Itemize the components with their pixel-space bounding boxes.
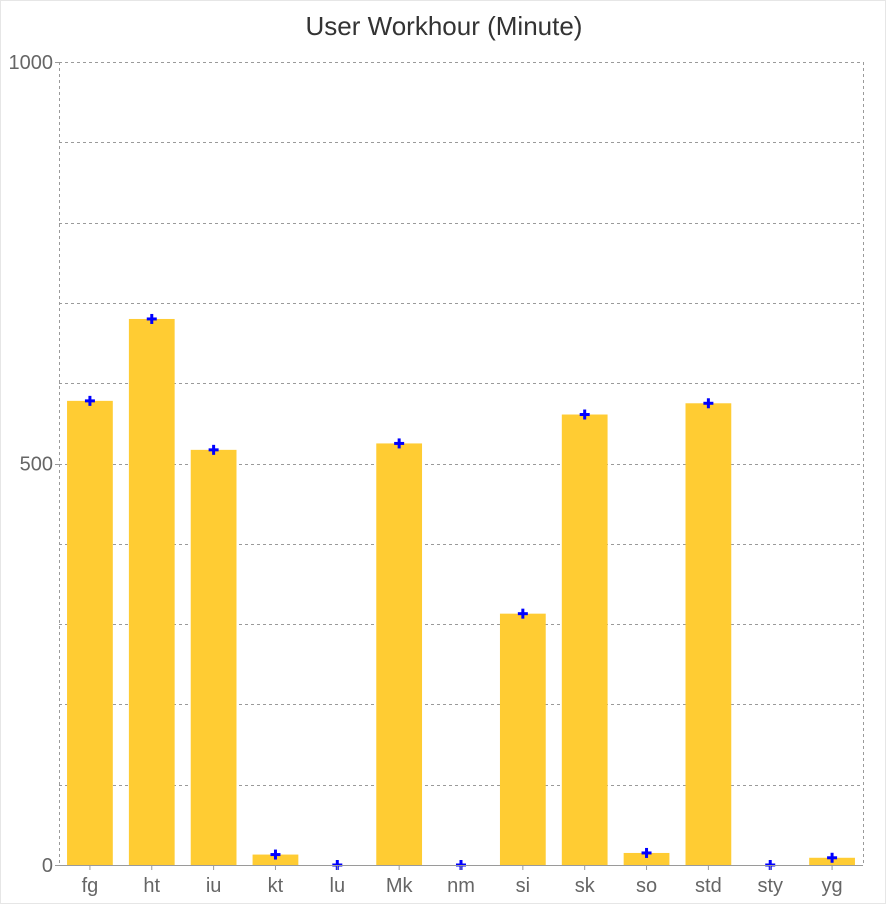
- bar-kt[interactable]: [252, 854, 299, 865]
- x-tick-label-std: std: [695, 875, 722, 897]
- grid-lines: [59, 62, 864, 866]
- x-tick-label-so: so: [636, 875, 657, 897]
- x-tick-label-yg: yg: [822, 875, 843, 897]
- marker-iu: [208, 444, 219, 455]
- x-tick-label-sk: sk: [575, 875, 596, 897]
- x-tick-label-fg: fg: [82, 875, 99, 897]
- y-tick-label: 500: [20, 454, 53, 476]
- x-tick-label-iu: iu: [206, 875, 222, 897]
- bar-si[interactable]: [499, 613, 546, 865]
- chart-title: User Workhour (Minute): [305, 11, 583, 41]
- bar-std[interactable]: [685, 403, 732, 865]
- marker-std: [703, 398, 714, 409]
- marker-Mk: [394, 438, 405, 449]
- axes: 0 500 1000 fg ht iu kt lu Mk nm si sk so std sty yg: [9, 52, 863, 897]
- x-tick-label-kt: kt: [268, 875, 284, 897]
- marker-kt: [270, 849, 281, 860]
- y-tick-label: 1000: [9, 52, 54, 74]
- x-tick-label-Mk: Mk: [386, 875, 414, 897]
- bar-so[interactable]: [623, 852, 670, 865]
- x-tick-label-nm: nm: [447, 875, 475, 897]
- marker-ht: [146, 313, 157, 324]
- x-tick-label-si: si: [516, 875, 530, 897]
- bar-fg[interactable]: [67, 400, 113, 865]
- marker-sk: [579, 409, 590, 420]
- x-tick-label-ht: ht: [143, 875, 160, 897]
- bar-iu[interactable]: [190, 449, 237, 865]
- y-tick-label: 0: [42, 855, 53, 877]
- bars: [67, 318, 855, 866]
- marker-fg: [84, 395, 95, 406]
- marker-so: [641, 847, 652, 858]
- bar-Mk[interactable]: [376, 443, 423, 865]
- bar-sk[interactable]: [561, 414, 608, 865]
- bar-ht[interactable]: [128, 318, 175, 866]
- x-tick-label-sty: sty: [757, 875, 783, 897]
- marker-si: [517, 608, 528, 619]
- x-tick-label-lu: lu: [330, 875, 346, 897]
- marker-yg: [827, 852, 838, 863]
